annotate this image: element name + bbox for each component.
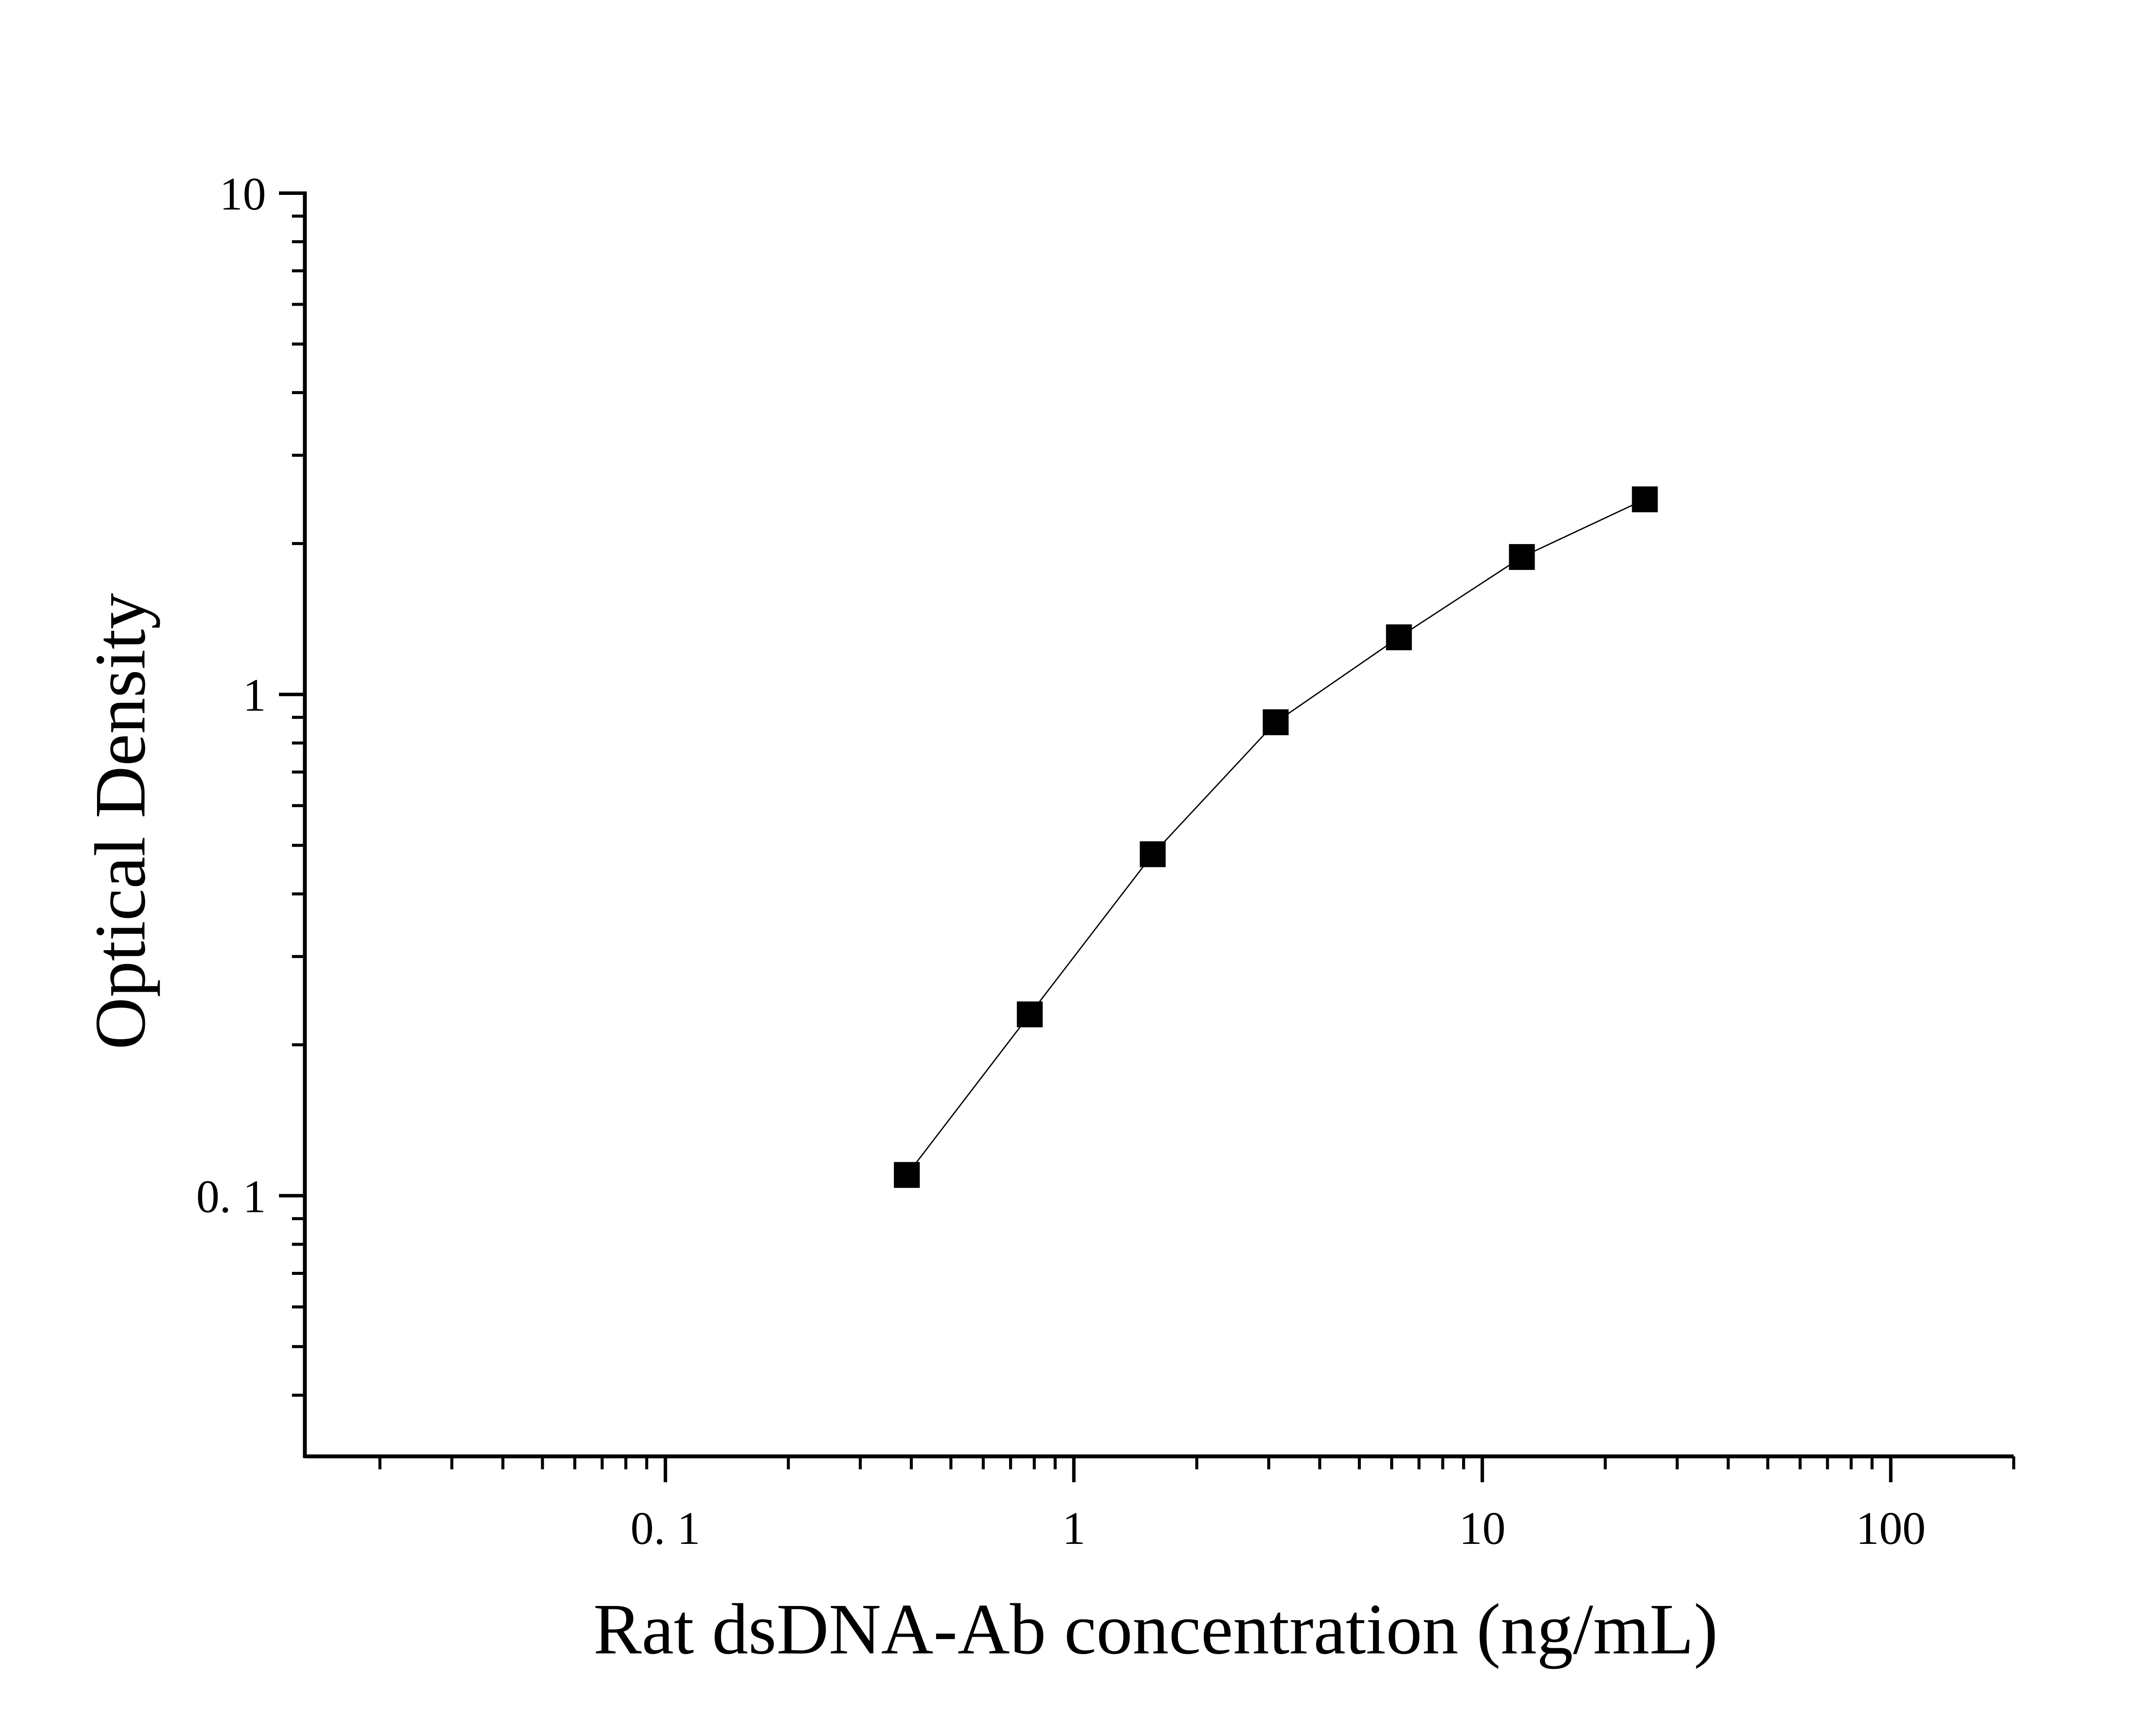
data-point — [1017, 1001, 1043, 1027]
series-line — [906, 498, 1645, 1176]
y-tick-label: 1 — [243, 670, 266, 721]
data-point — [1140, 841, 1166, 867]
y-tick-label: 10 — [219, 169, 266, 220]
x-tick-label: 1 — [1062, 1503, 1085, 1554]
x-tick-label: 0. 1 — [630, 1503, 700, 1554]
y-ticks: 0. 1 1 10 — [196, 169, 305, 1397]
data-point — [1263, 709, 1289, 736]
data-point — [894, 1162, 920, 1188]
data-point — [1386, 624, 1412, 651]
x-axis-title: Rat dsDNA-Ab concentration (ng/mL) — [593, 1589, 1718, 1669]
data-point — [1632, 486, 1658, 513]
y-axis-title: Optical Density — [80, 593, 160, 1049]
y-tick-label: 0. 1 — [196, 1171, 266, 1222]
x-tick-label: 10 — [1459, 1503, 1506, 1554]
x-tick-label: 100 — [1856, 1503, 1926, 1554]
data-point — [1509, 544, 1535, 570]
series — [894, 486, 1658, 1188]
x-ticks: 0. 1 1 10 100 — [378, 1456, 2015, 1554]
axes — [303, 191, 2014, 1459]
